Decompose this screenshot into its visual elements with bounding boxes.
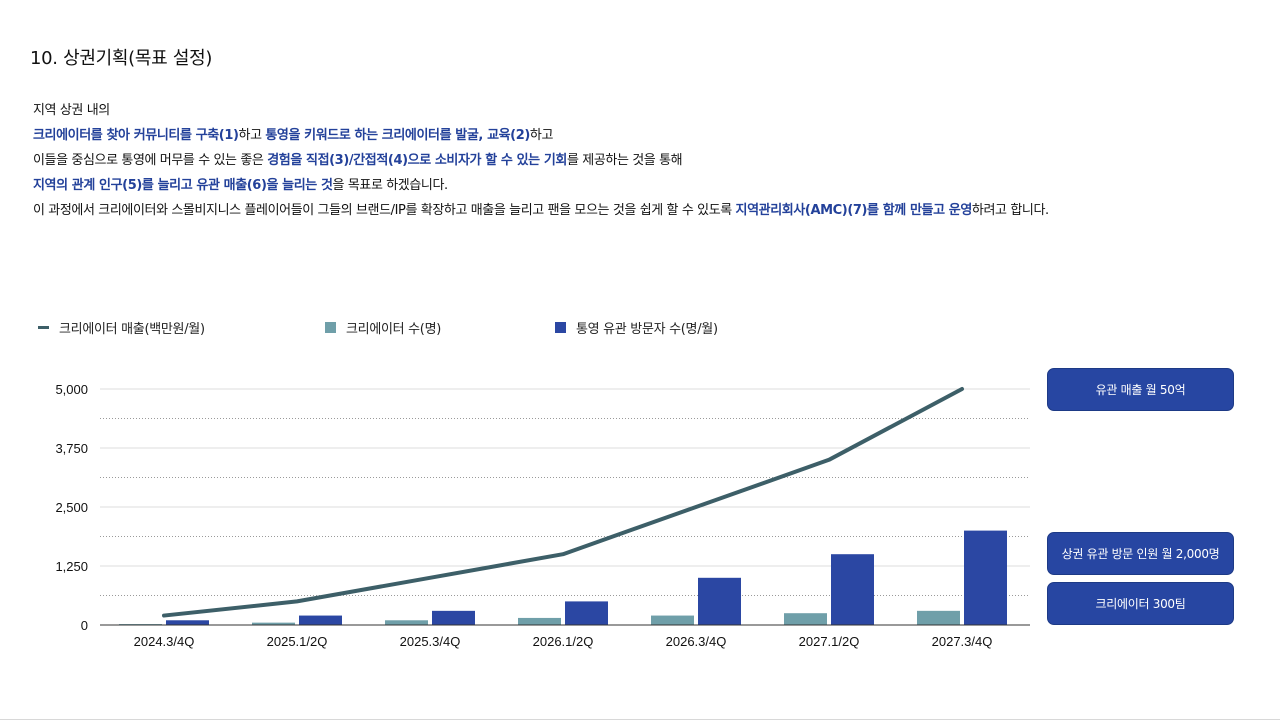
- highlighted-text: 통영을 키워드로 하는 크리에이터를 발굴, 교육(2): [265, 128, 530, 143]
- highlighted-text: 크리에이터를 찾아 커뮤니티를 구축(1): [33, 128, 239, 143]
- x-tick-label: 2024.3/4Q: [134, 634, 195, 649]
- highlighted-text: 지역관리회사(AMC)(7)를 함께 만들고 운영: [735, 203, 973, 218]
- bar-visitors: [299, 615, 342, 625]
- bar-visitors: [432, 610, 475, 625]
- legend-label-sales: 크리에이터 매출(백만원/월): [59, 322, 205, 337]
- legend-label-visitors: 통영 유관 방문자 수(명/월): [576, 322, 718, 337]
- paragraph-line: 크리에이터를 찾아 커뮤니티를 구축(1)하고 통영을 키워드로 하는 크리에이…: [33, 123, 1049, 148]
- bar-creators: [518, 617, 561, 625]
- paragraph-line: 지역의 관계 인구(5)를 늘리고 유관 매출(6)을 늘리는 것을 목표로 하…: [33, 173, 1049, 198]
- bottom-divider: [0, 719, 1280, 720]
- bar-visitors: [565, 601, 608, 625]
- x-tick-label: 2027.1/2Q: [799, 634, 860, 649]
- y-tick-label: 2,500: [55, 500, 88, 515]
- body-text: 이들을 중심으로 통영에 머무를 수 있는 좋은: [33, 153, 268, 168]
- bar-creators: [784, 613, 827, 625]
- callout-creators-target: 크리에이터 300팀: [1047, 582, 1234, 625]
- bar-visitors: [698, 577, 741, 625]
- body-text: 을 목표로 하겠습니다.: [332, 178, 449, 193]
- legend-box-swatch: [325, 322, 336, 333]
- body-text: 하려고 합니다.: [971, 203, 1049, 218]
- x-tick-label: 2026.1/2Q: [533, 634, 594, 649]
- body-text: 이 과정에서 크리에이터와 스몰비지니스 플레이어들이 그들의 브랜드/IP를 …: [33, 203, 736, 218]
- sales-line: [162, 387, 964, 618]
- bar-creators: [651, 615, 694, 625]
- legend-item-visitors: 통영 유관 방문자 수(명/월): [555, 318, 718, 337]
- bar-visitors: [166, 620, 209, 625]
- y-tick-label: 1,250: [55, 559, 88, 574]
- legend-label-creators: 크리에이터 수(명): [346, 322, 441, 337]
- goal-paragraph: 지역 상권 내의 크리에이터를 찾아 커뮤니티를 구축(1)하고 통영을 키워드로…: [33, 98, 1049, 223]
- body-text: 를 제공하는 것을 통해: [566, 153, 683, 168]
- bar-visitors: [831, 554, 874, 625]
- callout-sales-target: 유관 매출 월 50억: [1047, 368, 1234, 411]
- x-tick-label: 2025.1/2Q: [267, 634, 328, 649]
- legend-item-creators: 크리에이터 수(명): [325, 318, 441, 337]
- highlighted-text: 지역의 관계 인구(5)를 늘리고 유관 매출(6)을 늘리는 것: [33, 178, 333, 193]
- x-tick-label: 2027.3/4Q: [932, 634, 993, 649]
- x-tick-label: 2026.3/4Q: [666, 634, 727, 649]
- paragraph-line: 이들을 중심으로 통영에 머무를 수 있는 좋은 경험을 직접(3)/간접적(4…: [33, 148, 1049, 173]
- bar-creators: [917, 610, 960, 625]
- bar-visitors: [964, 530, 1007, 625]
- callout-visitors-target: 상권 유관 방문 인원 월 2,000명: [1047, 532, 1234, 575]
- legend-item-sales: 크리에이터 매출(백만원/월): [38, 318, 205, 337]
- highlighted-text: 경험을 직접(3)/간접적(4)으로 소비자가 할 수 있는 기회: [267, 153, 567, 168]
- y-tick-label: 5,000: [55, 382, 88, 397]
- bar-creators: [252, 622, 295, 625]
- paragraph-line: 지역 상권 내의: [33, 98, 1049, 123]
- bar-creators: [385, 620, 428, 625]
- paragraph-line: 이 과정에서 크리에이터와 스몰비지니스 플레이어들이 그들의 브랜드/IP를 …: [33, 198, 1049, 223]
- chart-legend: 크리에이터 매출(백만원/월) 크리에이터 수(명) 통영 유관 방문자 수(명…: [0, 318, 1280, 340]
- body-text: 하고: [529, 128, 554, 143]
- chart-area: 0 1,250 2,500 3,750 5,000 2024.3/4Q 2025.1/2Q 2…: [55, 382, 1030, 649]
- y-tick-label: 0: [81, 618, 88, 633]
- legend-line-swatch: [38, 326, 49, 329]
- x-tick-label: 2025.3/4Q: [400, 634, 461, 649]
- body-text: 지역 상권 내의: [33, 103, 110, 118]
- body-text: 하고: [238, 128, 266, 143]
- y-tick-label: 3,750: [55, 441, 88, 456]
- legend-box-swatch: [555, 322, 566, 333]
- page-title: 10. 상권기획(목표 설정): [30, 48, 213, 69]
